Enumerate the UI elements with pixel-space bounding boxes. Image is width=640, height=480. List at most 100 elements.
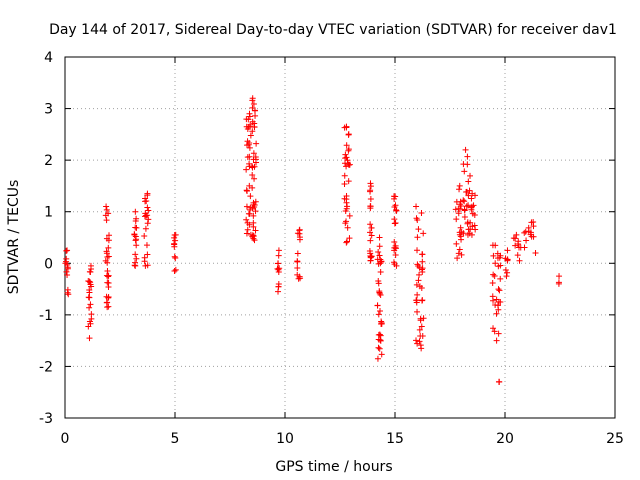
data-point (391, 216, 398, 223)
data-point (497, 299, 504, 306)
data-point (249, 164, 256, 171)
data-point (85, 294, 92, 301)
data-point (132, 218, 139, 225)
data-point (465, 202, 472, 209)
data-point (275, 247, 282, 254)
data-point (417, 333, 424, 340)
y-tick-label: 1 (44, 205, 53, 221)
data-point (503, 273, 510, 280)
data-point (243, 216, 250, 223)
data-point (343, 154, 350, 161)
data-point (344, 157, 351, 164)
data-point (556, 273, 563, 280)
data-point (419, 297, 426, 304)
data-point (415, 277, 422, 284)
data-point (514, 252, 521, 259)
data-point (392, 252, 399, 259)
data-point (251, 237, 258, 244)
data-point (343, 142, 350, 149)
data-point (133, 255, 140, 262)
data-point (375, 344, 382, 351)
data-point (516, 244, 523, 251)
data-point (376, 252, 383, 259)
data-point (391, 261, 398, 268)
grid-lines (65, 57, 615, 418)
data-point (375, 311, 382, 318)
data-point (172, 255, 179, 262)
data-point (493, 310, 500, 317)
data-point (419, 269, 426, 276)
data-point (88, 266, 95, 273)
data-point (142, 225, 149, 232)
data-point (249, 97, 256, 104)
data-point (249, 128, 256, 135)
x-tick-label: 5 (171, 431, 180, 447)
data-point (489, 293, 496, 300)
data-point (414, 234, 421, 241)
data-point (468, 206, 475, 213)
data-point (87, 301, 94, 308)
data-point (343, 163, 350, 170)
data-point (414, 247, 421, 254)
data-point (343, 205, 350, 212)
data-point (415, 226, 422, 233)
data-point (460, 161, 467, 168)
data-point (456, 186, 463, 193)
y-tick-label: 3 (44, 102, 53, 118)
data-point (105, 232, 112, 239)
data-point (144, 204, 151, 211)
data-point (393, 207, 400, 214)
data-point (468, 231, 475, 238)
data-point (344, 224, 351, 231)
data-point (345, 131, 352, 138)
data-point (250, 235, 257, 242)
data-point (132, 208, 139, 215)
data-point (252, 198, 259, 205)
data-point (141, 232, 148, 239)
data-point (525, 224, 532, 231)
data-point (367, 183, 374, 190)
data-point (516, 257, 523, 264)
data-point (171, 232, 178, 239)
y-tick-label: -3 (39, 411, 53, 427)
x-tick-label: 20 (496, 431, 514, 447)
data-point (416, 283, 423, 290)
data-point (377, 269, 384, 276)
data-point (253, 140, 260, 147)
data-point (294, 250, 301, 257)
data-point (461, 168, 468, 175)
x-axis-label: GPS time / hours (275, 459, 392, 475)
data-point (413, 203, 420, 210)
data-point (492, 242, 499, 249)
y-tick-label: 2 (44, 153, 53, 169)
data-point (378, 351, 385, 358)
data-point (495, 330, 502, 337)
data-point (374, 355, 381, 362)
x-tick-label: 15 (386, 431, 404, 447)
data-point (464, 153, 471, 160)
data-point (171, 240, 178, 247)
data-point (343, 238, 350, 245)
data-point (452, 206, 459, 213)
data-point (103, 272, 110, 279)
data-point (253, 159, 260, 166)
data-point (418, 323, 425, 330)
data-point (103, 206, 110, 213)
data-point (489, 280, 496, 287)
data-point (453, 240, 460, 247)
data-point (250, 201, 257, 208)
data-point (345, 178, 352, 185)
data-point (143, 242, 150, 249)
data-point (343, 199, 350, 206)
data-point (247, 132, 254, 139)
data-point (530, 223, 537, 230)
data-point (345, 146, 352, 153)
data-point (527, 229, 534, 236)
data-point (465, 178, 472, 185)
data-point (532, 249, 539, 256)
data-point (142, 198, 149, 205)
data-point (243, 203, 250, 210)
data-point (343, 124, 350, 131)
data-point (252, 112, 259, 119)
data-point (468, 195, 475, 202)
